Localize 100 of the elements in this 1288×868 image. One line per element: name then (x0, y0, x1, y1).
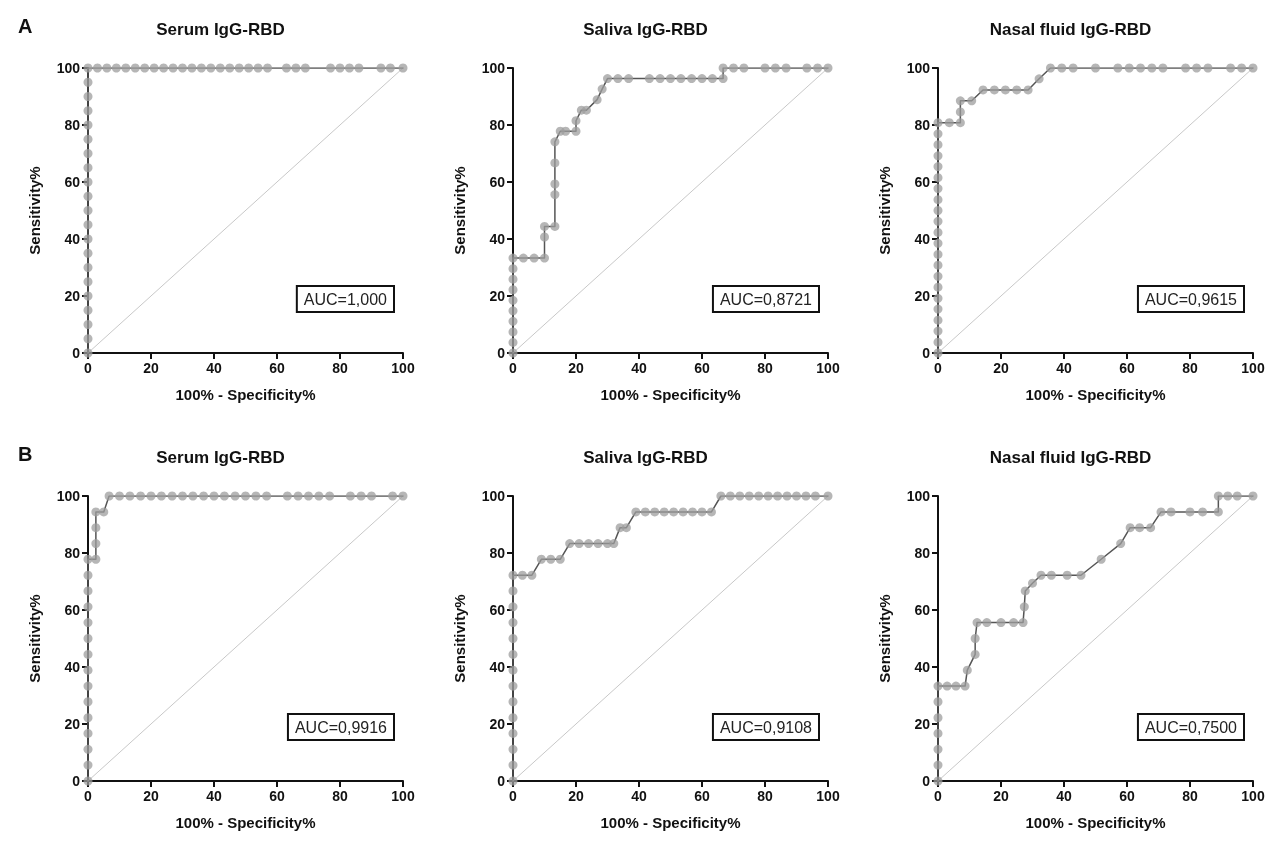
point (1248, 491, 1258, 501)
point (83, 277, 93, 287)
point (159, 63, 169, 73)
y-tick-label: 20 (914, 288, 931, 304)
point (91, 523, 101, 533)
point (1096, 554, 1106, 564)
point (508, 570, 518, 580)
y-tick-label: 40 (489, 659, 506, 675)
y-tick-label: 0 (922, 773, 931, 789)
x-tick-label: 100 (1241, 360, 1265, 376)
point (1045, 63, 1055, 73)
point (146, 491, 156, 501)
point (1023, 85, 1033, 95)
x-tick-label: 0 (934, 360, 943, 376)
point (688, 507, 698, 517)
point (982, 618, 992, 628)
y-tick-label: 100 (56, 60, 81, 76)
point (125, 491, 135, 501)
point (83, 305, 93, 315)
point (508, 264, 518, 274)
x-tick-label: 60 (694, 788, 710, 804)
point (716, 491, 726, 501)
chart-title: Saliva IgG-RBD (583, 20, 708, 39)
x-tick-label: 100 (391, 360, 415, 376)
point (970, 634, 980, 643)
y-tick-label: 100 (906, 60, 931, 76)
point (102, 63, 112, 73)
point (376, 63, 386, 73)
point (770, 63, 780, 73)
point (1036, 570, 1046, 580)
x-tick-label: 0 (84, 788, 93, 804)
x-tick-label: 80 (332, 360, 348, 376)
point (933, 118, 943, 128)
point (104, 491, 114, 501)
point (1076, 570, 1086, 580)
point (1125, 523, 1135, 533)
point (83, 554, 93, 564)
point (955, 118, 965, 128)
y-tick-label: 100 (481, 488, 506, 504)
point (508, 649, 518, 659)
point (933, 337, 943, 347)
point (527, 570, 537, 580)
point (508, 586, 518, 596)
point (571, 126, 581, 136)
point (92, 63, 102, 73)
x-tick-label: 80 (757, 360, 773, 376)
point (508, 295, 518, 305)
point (1057, 63, 1067, 73)
y-tick-label: 20 (489, 288, 506, 304)
point (955, 96, 965, 106)
point (1213, 507, 1223, 517)
y-tick-label: 0 (497, 773, 506, 789)
point (1198, 507, 1208, 517)
point (550, 221, 560, 231)
point (83, 163, 93, 173)
point (933, 162, 943, 172)
point (508, 697, 518, 707)
point (149, 63, 159, 73)
point (593, 539, 603, 549)
point (565, 539, 575, 549)
point (1062, 570, 1072, 580)
point (933, 227, 943, 237)
point (536, 554, 546, 564)
point (933, 173, 943, 183)
annotation: AUC=0,9916 (294, 718, 388, 736)
point (83, 191, 93, 201)
point (989, 85, 999, 95)
point (83, 586, 93, 596)
point (933, 713, 943, 723)
x-tick-label: 80 (332, 788, 348, 804)
point (933, 697, 943, 707)
x-tick-label: 100 (391, 788, 415, 804)
point (508, 713, 518, 723)
point (293, 491, 303, 501)
x-tick-label: 100 (1241, 788, 1265, 804)
point (367, 491, 376, 501)
point (933, 744, 943, 754)
point (933, 315, 943, 325)
point (83, 320, 93, 329)
x-axis-title: 100% - Specificity% (175, 386, 316, 403)
y-tick-label: 40 (64, 659, 81, 675)
y-tick-label: 0 (922, 345, 931, 361)
y-tick-label: 80 (914, 545, 931, 561)
x-tick-label: 60 (1119, 360, 1135, 376)
point (508, 327, 518, 337)
y-tick-label: 40 (64, 231, 81, 247)
point (1009, 618, 1019, 628)
point (942, 681, 952, 691)
x-tick-label: 60 (694, 360, 710, 376)
x-tick-label: 20 (568, 788, 584, 804)
point (388, 491, 398, 501)
point (121, 63, 131, 73)
point (1068, 63, 1078, 73)
point (83, 77, 93, 87)
x-axis-title: 100% - Specificity% (1025, 386, 1166, 403)
point (933, 293, 943, 303)
point (251, 491, 261, 501)
point (83, 760, 93, 770)
point (550, 137, 560, 147)
point (140, 63, 150, 73)
